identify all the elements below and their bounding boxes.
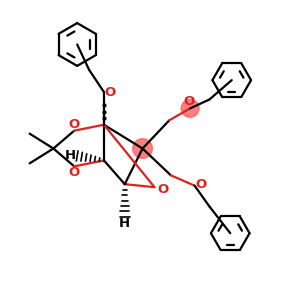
Text: O: O bbox=[69, 166, 80, 179]
Text: O: O bbox=[196, 178, 207, 191]
Text: O: O bbox=[105, 85, 116, 98]
Circle shape bbox=[133, 139, 152, 158]
Text: O: O bbox=[158, 183, 169, 196]
Circle shape bbox=[181, 100, 199, 117]
Text: O: O bbox=[69, 118, 80, 131]
Text: O: O bbox=[183, 95, 194, 108]
Text: H: H bbox=[65, 149, 76, 162]
Text: H: H bbox=[119, 217, 130, 230]
